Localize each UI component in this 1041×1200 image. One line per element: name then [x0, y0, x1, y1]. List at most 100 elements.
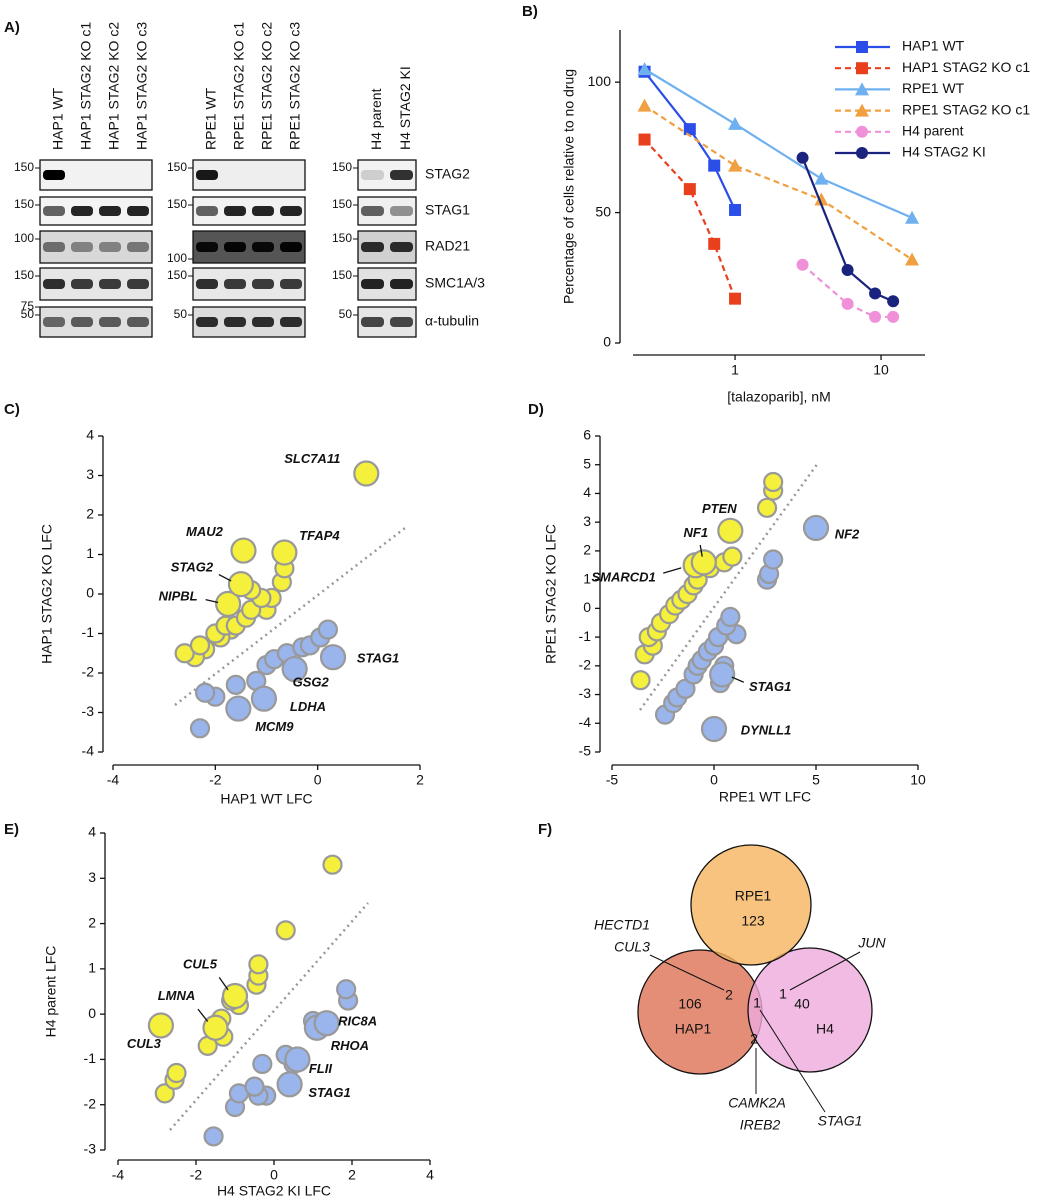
data-marker	[887, 310, 900, 323]
overlap-count: 1	[779, 986, 787, 1002]
overlap-count: 2	[725, 987, 733, 1003]
protein-label: α-tubulin	[425, 313, 479, 329]
data-point	[690, 549, 717, 576]
data-marker	[887, 295, 900, 308]
leader-line	[197, 1008, 209, 1022]
panel-label: C)	[4, 401, 20, 418]
blot-band	[196, 206, 218, 216]
data-point	[317, 619, 338, 640]
blot-band	[127, 317, 149, 327]
blot-band	[43, 317, 65, 327]
blot-band	[127, 242, 149, 252]
data-point	[195, 682, 216, 703]
blot-band	[43, 170, 65, 180]
data-point	[284, 1046, 311, 1073]
lane-label: RPE1 STAG2 KO c2	[259, 22, 275, 150]
point-label: DYNLL1	[741, 722, 792, 737]
data-point	[252, 1053, 273, 1075]
lane-label: RPE1 STAG2 KO c3	[287, 22, 303, 150]
data-marker	[814, 192, 829, 206]
x-tick-label: -4	[107, 772, 120, 788]
data-marker	[637, 62, 652, 76]
y-tick-label: 1	[583, 570, 591, 586]
y-tick-label: 4	[86, 427, 94, 443]
leader-line	[218, 573, 232, 582]
leader-line	[663, 567, 682, 574]
mw-marker: 100	[14, 231, 34, 245]
data-point	[147, 1012, 174, 1039]
protein-label: STAG1	[425, 202, 470, 218]
blot-band	[224, 279, 246, 289]
data-marker	[708, 237, 721, 250]
blot-band	[280, 206, 302, 216]
data-marker	[796, 258, 809, 271]
leader-line	[218, 977, 229, 991]
point-label: CUL3	[127, 1036, 162, 1051]
data-marker	[841, 297, 854, 310]
lane-label: RPE1 STAG2 KO c1	[231, 22, 247, 150]
mw-marker: 100	[167, 251, 187, 265]
y-tick-label: 1	[86, 545, 94, 561]
y-tick-label: -1	[84, 1050, 97, 1066]
panel-label: F)	[538, 821, 552, 838]
x-axis-label: [talazoparib], nM	[727, 389, 831, 405]
data-point	[319, 644, 347, 671]
y-tick-label: -2	[82, 664, 95, 680]
legend-label: H4 parent	[902, 123, 964, 139]
y-tick-label: 6	[583, 427, 591, 443]
blot-band	[99, 242, 121, 252]
y-tick-label: -3	[84, 1141, 97, 1157]
set-count: 123	[741, 913, 765, 929]
data-point	[221, 982, 249, 1010]
blot-band	[71, 279, 93, 289]
leader-line	[759, 1009, 826, 1113]
lane-label: H4 STAG2 KI	[397, 66, 413, 150]
y-tick-label: 1	[88, 960, 96, 976]
reference-line	[638, 462, 820, 711]
data-marker	[905, 210, 920, 224]
blot-band	[43, 279, 65, 289]
blot-band	[390, 317, 413, 327]
lane-label: HAP1 STAG2 KO c1	[78, 22, 94, 150]
data-marker	[869, 287, 882, 300]
blot-band	[361, 206, 384, 216]
data-point	[709, 661, 736, 688]
data-marker	[856, 62, 868, 75]
data-marker	[856, 41, 868, 53]
x-tick-label: 2	[348, 1167, 356, 1183]
series-line	[643, 104, 913, 261]
data-point	[763, 549, 784, 570]
mw-marker: 150	[14, 268, 34, 282]
data-point	[202, 1014, 229, 1041]
blot-band	[390, 279, 413, 289]
lane-label: HAP1 WT	[50, 87, 66, 150]
blot-band	[390, 206, 413, 216]
data-point	[756, 497, 778, 518]
data-marker	[683, 183, 696, 196]
y-tick-label: 3	[88, 869, 96, 885]
data-point	[802, 514, 830, 542]
blot-band	[43, 206, 65, 216]
lane-label: HAP1 STAG2 KO c3	[134, 22, 150, 150]
data-marker	[728, 158, 743, 172]
data-point	[720, 606, 741, 628]
blot-band	[99, 206, 121, 216]
point-label: NF1	[684, 525, 709, 540]
panel-label: E)	[4, 821, 19, 838]
data-point	[322, 854, 343, 875]
lane-label: H4 parent	[368, 88, 384, 150]
data-point	[630, 670, 651, 691]
data-point	[763, 471, 784, 493]
data-point	[244, 1076, 265, 1097]
gene-label: CAMK2A	[728, 1095, 786, 1111]
data-point	[189, 718, 211, 739]
point-label: SLC7A11	[284, 451, 340, 466]
y-tick-label: -4	[82, 743, 95, 759]
gene-label: HECTD1	[594, 917, 650, 933]
data-point	[248, 954, 269, 975]
data-marker	[729, 292, 742, 305]
gene-label: IREB2	[740, 1117, 781, 1133]
data-marker	[814, 171, 829, 185]
x-axis-label: RPE1 WT LFC	[719, 789, 811, 805]
